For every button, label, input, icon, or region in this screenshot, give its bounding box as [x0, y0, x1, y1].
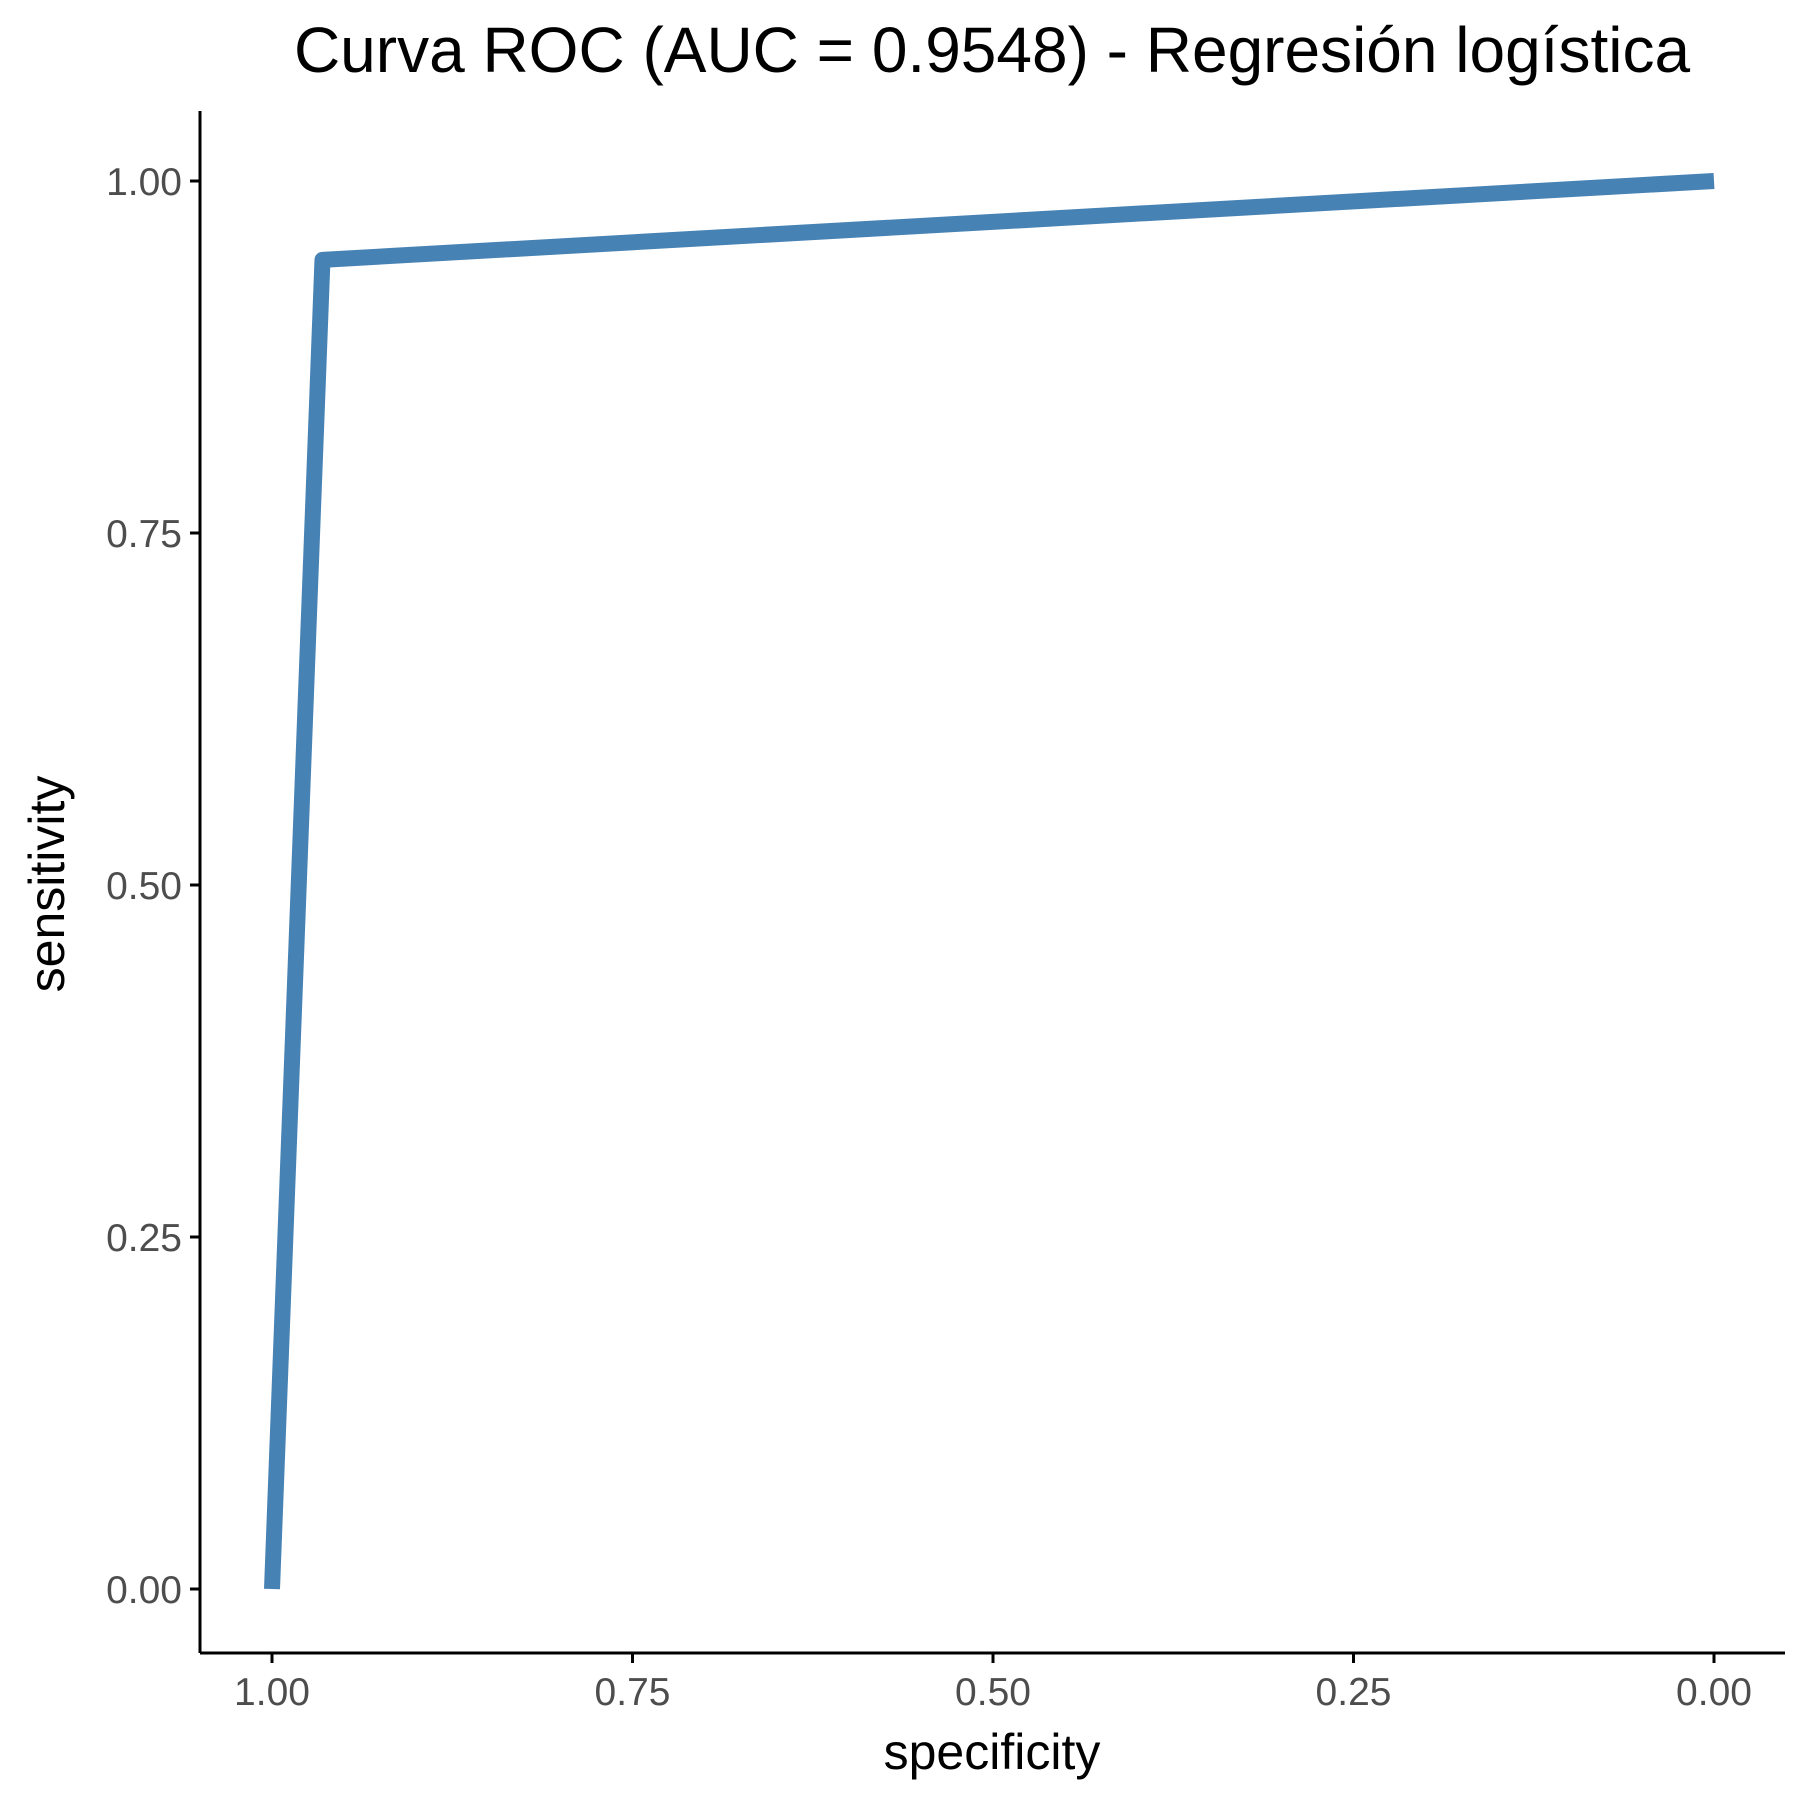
x-tick-label: 1.00: [234, 1671, 310, 1714]
roc-curve-line: [264, 173, 1715, 1590]
y-tick-label: 0.00: [106, 1569, 182, 1612]
y-axis-ticks: 0.00 0.25 0.50 0.75 1.00: [106, 161, 200, 1612]
y-tick-label: 0.75: [106, 513, 182, 556]
x-tick-label: 0.25: [1316, 1671, 1392, 1714]
y-axis-title: sensitivity: [19, 776, 75, 993]
x-tick-label: 0.00: [1676, 1671, 1752, 1714]
chart-title: Curva ROC (AUC = 0.9548) - Regresión log…: [294, 14, 1691, 86]
x-axis-title: specificity: [884, 1724, 1101, 1780]
x-tick-label: 0.50: [955, 1671, 1031, 1714]
x-tick-label: 0.75: [595, 1671, 671, 1714]
y-tick-label: 0.25: [106, 1217, 182, 1260]
x-axis-ticks: 1.00 0.75 0.50 0.25 0.00: [234, 1653, 1752, 1714]
y-tick-label: 1.00: [106, 161, 182, 204]
y-tick-label: 0.50: [106, 865, 182, 908]
